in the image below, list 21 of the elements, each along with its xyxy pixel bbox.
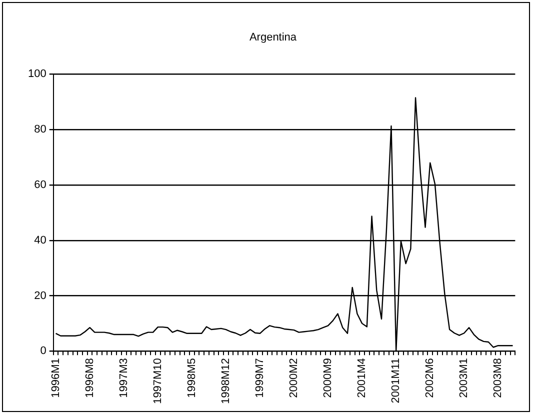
x-tick-label: 1996M1 [50, 358, 62, 398]
y-tick-label: 20 [34, 290, 46, 302]
x-tick-label: 1996M8 [84, 358, 96, 398]
x-tick-label: 2001M11 [390, 358, 402, 404]
y-tick-label: 40 [34, 234, 46, 246]
y-tick-label: 60 [34, 179, 46, 192]
x-tick-label: 2000M2 [288, 358, 300, 398]
x-tick-label: 2001M4 [356, 358, 368, 398]
x-tick-label: 2003M8 [492, 358, 504, 398]
x-tick-label: 2003M1 [458, 358, 470, 398]
x-tick-label: 1998M5 [186, 358, 198, 398]
y-tick-label: 0 [40, 345, 46, 358]
x-tick-label: 1997M10 [152, 358, 164, 404]
x-tick-label: 1999M7 [254, 358, 266, 398]
y-tick-label: 100 [28, 68, 46, 80]
x-tick-label: 2000M9 [322, 358, 334, 398]
x-tick-label: 1998M12 [220, 358, 232, 404]
y-tick-label: 80 [34, 124, 46, 136]
x-tick-label: 2002M6 [424, 358, 436, 398]
x-tick-label: 1997M3 [118, 358, 130, 398]
chart-title: Argentina [249, 32, 298, 44]
